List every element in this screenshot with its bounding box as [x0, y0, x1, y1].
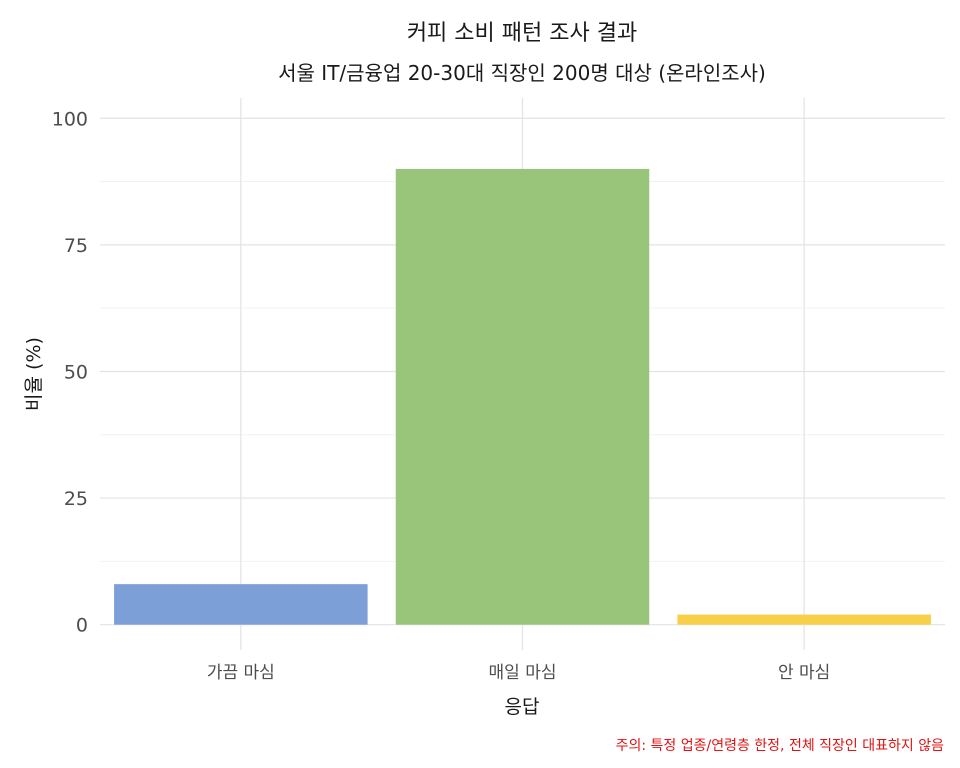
bar-안 마심	[677, 614, 931, 625]
x-tick-label: 안 마심	[778, 663, 830, 683]
y-tick-label: 0	[76, 615, 88, 637]
y-tick-label: 25	[64, 488, 88, 510]
chart-subtitle: 서울 IT/금융업 20-30대 직장인 200명 대상 (온라인조사)	[278, 61, 766, 85]
y-tick-label: 100	[52, 108, 88, 130]
bars	[114, 168, 931, 625]
x-tick-label: 매일 마심	[489, 663, 557, 683]
x-axis-ticks: 가끔 마심 매일 마심 안 마심	[207, 663, 830, 683]
bar-가끔 마심	[114, 584, 368, 625]
y-axis-ticks: 0 25 50 75 100	[52, 108, 88, 636]
chart-title: 커피 소비 패턴 조사 결과	[407, 21, 637, 46]
y-tick-label: 75	[64, 235, 88, 257]
x-tick-label: 가끔 마심	[207, 663, 275, 683]
x-axis-title: 응답	[505, 696, 540, 718]
y-tick-label: 50	[64, 361, 88, 383]
chart-caption: 주의: 특정 업종/연령층 한정, 전체 직장인 대표하지 않음	[616, 738, 945, 754]
y-axis-title: 비율 (%)	[23, 337, 45, 411]
bar-매일 마심	[395, 168, 650, 625]
